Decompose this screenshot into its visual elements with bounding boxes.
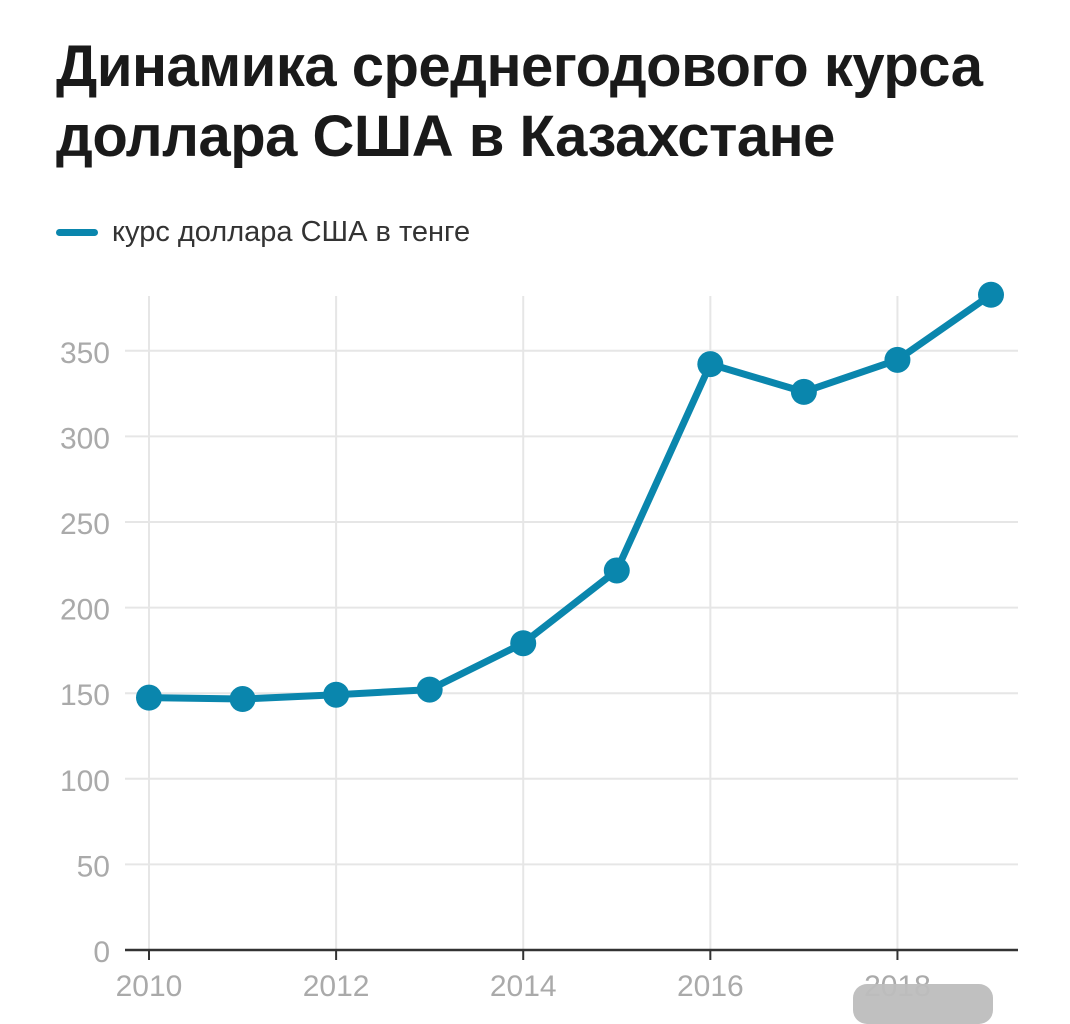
chart-title: Динамика среднегодового курса доллара СШ… bbox=[56, 34, 983, 169]
y-tick-label: 150 bbox=[60, 679, 110, 712]
legend-swatch bbox=[56, 228, 98, 236]
data-point bbox=[790, 378, 817, 405]
y-tick-label: 250 bbox=[60, 508, 110, 541]
series-line bbox=[145, 291, 995, 703]
y-tick-label: 200 bbox=[60, 594, 110, 627]
y-tick-label: 0 bbox=[93, 936, 110, 969]
data-point bbox=[510, 630, 537, 657]
data-point bbox=[884, 346, 911, 373]
data-point bbox=[323, 681, 350, 708]
data-point bbox=[416, 676, 443, 703]
x-tick-label: 2016 bbox=[677, 970, 744, 1003]
y-tick-label: 50 bbox=[77, 850, 110, 883]
data-point bbox=[603, 557, 630, 584]
y-tick-label: 350 bbox=[60, 337, 110, 370]
y-tick-label: 100 bbox=[60, 765, 110, 798]
legend: курс доллара США в тенге bbox=[56, 212, 470, 252]
x-tick-label: 2014 bbox=[490, 970, 557, 1003]
legend-label: курс доллара США в тенге bbox=[112, 215, 471, 248]
x-tick-label: 2012 bbox=[303, 970, 370, 1003]
data-point bbox=[229, 686, 256, 713]
scroll-indicator[interactable] bbox=[853, 984, 993, 1024]
data-point bbox=[978, 281, 1004, 308]
y-tick-label: 300 bbox=[60, 422, 110, 455]
data-point bbox=[697, 351, 724, 378]
x-tick-label: 2010 bbox=[116, 970, 183, 1003]
data-point bbox=[136, 684, 162, 711]
